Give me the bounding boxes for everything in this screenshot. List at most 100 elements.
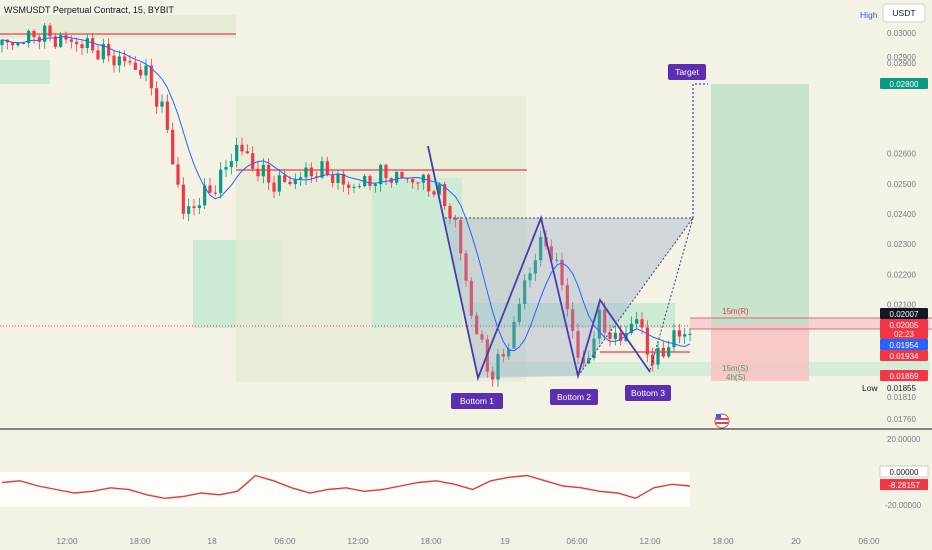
price-badge-label: 0.02800 — [890, 80, 919, 89]
osc-badge-label: 0.00000 — [890, 468, 919, 477]
candle-body — [496, 354, 500, 380]
candle-body — [64, 35, 68, 40]
candle-body — [27, 30, 31, 44]
candle-body — [379, 164, 383, 185]
candle-body — [272, 182, 276, 192]
price-badge-label: 0.02005 — [890, 321, 919, 330]
candle-body — [80, 44, 84, 49]
candle-body — [459, 219, 463, 254]
candle-body — [288, 181, 292, 185]
price-badge — [880, 78, 928, 89]
candle-body — [507, 348, 511, 357]
candle-body — [549, 246, 553, 261]
target-zone-box — [711, 84, 809, 325]
candle-body — [357, 186, 361, 188]
time-tick-label: 18:00 — [420, 536, 442, 546]
bottom-2-label-box: Bottom 2 — [550, 389, 598, 405]
candle-body — [651, 354, 655, 365]
candle-body — [528, 273, 532, 281]
candle-body — [309, 167, 313, 177]
candle-body — [155, 88, 159, 107]
candle-body — [315, 176, 319, 178]
symbol-title: WSMUSDT Perpetual Contract, 15, BYBIT — [4, 5, 174, 15]
candle-body — [416, 182, 420, 184]
candle-body — [667, 347, 671, 357]
candle-body — [464, 253, 468, 281]
candle-body — [661, 347, 665, 357]
candle-body — [688, 333, 692, 335]
oscillator-axis[interactable]: 20.00000 -20.00000 0.00000 -8.28157 — [879, 435, 929, 510]
candle-body — [533, 260, 537, 274]
candle-body — [587, 358, 591, 364]
oscillator-band — [0, 472, 690, 507]
candle-body — [448, 206, 452, 218]
time-tick-label: 12:00 — [639, 536, 661, 546]
time-tick-label: 18 — [207, 536, 217, 546]
candle-body — [21, 43, 25, 45]
candle-body — [576, 330, 580, 358]
candle-body — [501, 354, 505, 357]
candle-body — [203, 185, 207, 206]
currency-button[interactable]: USDT — [882, 3, 926, 23]
candle-body — [176, 164, 180, 185]
candle-body — [512, 321, 516, 349]
candle-body — [677, 330, 681, 337]
candle-body — [411, 178, 415, 183]
candle-body — [613, 332, 617, 339]
us-flag-icon — [714, 413, 730, 429]
candle-body — [208, 185, 212, 193]
candle-body — [619, 332, 623, 341]
candle-body — [139, 69, 143, 76]
candle-body — [197, 205, 201, 208]
volume-zones — [0, 15, 930, 382]
candle-body — [443, 184, 447, 207]
low-label: Low — [862, 383, 878, 393]
candle-body — [107, 44, 111, 56]
candle-body — [325, 161, 329, 175]
pattern-fill — [445, 218, 693, 378]
candle-body — [475, 315, 479, 335]
candle-body — [91, 38, 95, 51]
time-tick-label: 18:00 — [712, 536, 734, 546]
time-tick-label: 18:00 — [129, 536, 151, 546]
candle-body — [224, 167, 228, 170]
candle-body — [261, 164, 265, 177]
candle-body — [144, 65, 148, 76]
candle-body — [53, 36, 57, 47]
candle-body — [331, 174, 335, 183]
osc-tick-label: -20.00000 — [885, 501, 922, 510]
candle-body — [16, 43, 20, 46]
price-axis[interactable]: 0.03000 0.02900 0.02600 0.02500 0.02400 0.023… — [880, 29, 928, 424]
price-badge — [880, 308, 928, 319]
candle-body — [37, 37, 41, 42]
candle-body — [133, 62, 137, 70]
candle-body — [192, 206, 196, 208]
price-badge — [880, 350, 928, 361]
candle-body — [645, 327, 649, 355]
candle-body — [160, 101, 164, 107]
candle-body — [128, 61, 132, 63]
candle-body — [560, 259, 564, 286]
candle-body — [117, 56, 121, 66]
candle-body — [48, 25, 52, 37]
time-tick-label: 12:00 — [56, 536, 78, 546]
candle-body — [11, 42, 15, 46]
candle-body — [256, 168, 260, 177]
price-badge-label: 0.01954 — [890, 341, 919, 350]
osc-badge — [879, 465, 929, 478]
candle-body — [43, 25, 47, 42]
osc-tick-label: 20.00000 — [887, 435, 921, 444]
candle-body — [0, 39, 4, 46]
time-tick-label: 20 — [791, 536, 801, 546]
candle-body — [229, 161, 233, 168]
time-tick-label: 06:00 — [274, 536, 296, 546]
time-axis[interactable]: 12:00 18:00 18 06:00 12:00 18:00 19 06:00 12:00 1… — [56, 536, 880, 546]
bottom-2-label: Bottom 2 — [557, 392, 591, 402]
price-badge-label: 0.01869 — [890, 372, 919, 381]
price-tick-label: 0.01760 — [887, 415, 916, 424]
candle-body — [267, 164, 271, 183]
candle-body — [32, 30, 36, 38]
price-tick-label: 0.02400 — [887, 210, 916, 219]
candle-body — [437, 184, 441, 195]
